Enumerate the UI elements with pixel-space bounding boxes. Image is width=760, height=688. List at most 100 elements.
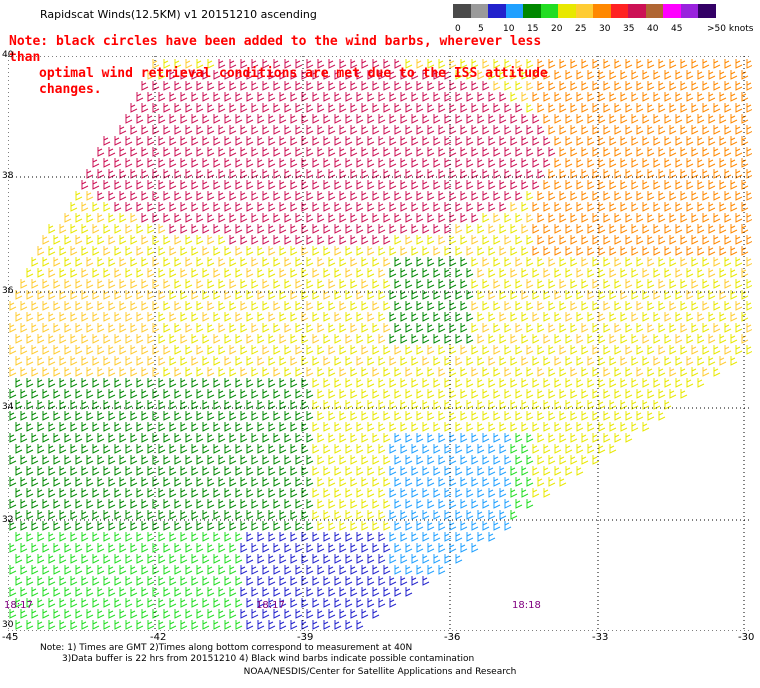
wind-barb <box>323 136 331 146</box>
wind-barb <box>669 279 677 289</box>
wind-barb <box>174 235 182 245</box>
wind-barb <box>103 202 111 212</box>
wind-barb <box>587 312 595 322</box>
wind-barb <box>598 114 606 124</box>
wind-barb <box>559 323 567 333</box>
wind-barb <box>515 279 523 289</box>
wind-barb <box>477 158 485 168</box>
wind-barb <box>64 257 72 267</box>
wind-barb <box>114 488 122 498</box>
wind-barb <box>482 411 490 421</box>
wind-barb <box>598 356 606 366</box>
wind-barb <box>708 92 716 102</box>
wind-barb <box>515 433 523 443</box>
wind-barb <box>169 598 177 608</box>
time-label: 18:17 <box>4 600 33 611</box>
wind-barb <box>174 455 182 465</box>
wind-barb <box>81 224 89 234</box>
wind-barb <box>537 301 545 311</box>
wind-barb <box>746 125 752 135</box>
wind-barb <box>438 81 446 91</box>
wind-barb <box>455 532 463 542</box>
wind-barb <box>75 411 83 421</box>
wind-barb <box>510 356 518 366</box>
wind-barb <box>389 444 397 454</box>
wind-barb <box>361 301 369 311</box>
wind-barb <box>290 114 298 124</box>
wind-barb <box>708 70 716 80</box>
wind-barb <box>383 433 391 443</box>
wind-barb <box>427 499 435 509</box>
wind-barb <box>202 444 210 454</box>
wind-barb <box>438 257 446 267</box>
wind-barb <box>598 334 606 344</box>
wind-barb <box>367 334 375 344</box>
wind-barb <box>262 257 270 267</box>
wind-barb <box>152 543 160 553</box>
wind-barb <box>592 147 600 157</box>
wind-barb <box>295 565 303 575</box>
wind-barb <box>466 444 474 454</box>
wind-barb <box>356 576 364 586</box>
wind-barb <box>202 576 210 586</box>
wind-barb <box>587 444 595 454</box>
wind-barb <box>213 92 221 102</box>
wind-barb <box>191 290 199 300</box>
latitude-label: 34 <box>2 402 14 412</box>
wind-barb <box>268 158 276 168</box>
wind-barb <box>499 422 507 432</box>
wind-barb <box>592 235 600 245</box>
wind-barb <box>504 389 512 399</box>
wind-barb <box>251 345 259 355</box>
wind-barb <box>284 169 292 179</box>
wind-barb <box>730 70 738 80</box>
wind-barb <box>460 521 468 531</box>
wind-barb <box>488 158 496 168</box>
wind-barb <box>460 499 468 509</box>
wind-barb <box>328 103 336 113</box>
wind-barb <box>433 466 441 476</box>
wind-barb <box>130 477 138 487</box>
wind-barb <box>675 312 683 322</box>
wind-barb <box>306 543 314 553</box>
wind-barb <box>477 92 485 102</box>
note-line-2: optimal wind retrieval conditions are me… <box>39 66 548 97</box>
wind-barb <box>59 378 67 388</box>
wind-barb <box>499 70 507 80</box>
wind-barb <box>290 70 298 80</box>
wind-barb <box>70 202 78 212</box>
footer-credit: NOAA/NESDIS/Center for Satellite Applica… <box>243 667 517 677</box>
wind-barb <box>372 455 380 465</box>
wind-barb <box>273 191 281 201</box>
wind-barb <box>499 488 507 498</box>
wind-barb <box>614 367 622 377</box>
wind-barb <box>631 268 639 278</box>
wind-barb <box>653 114 661 124</box>
wind-barb <box>317 411 325 421</box>
wind-barb <box>240 125 248 135</box>
wind-barb <box>224 202 232 212</box>
wind-barb <box>268 554 276 564</box>
legend-label: 40 <box>647 24 659 34</box>
latitude-label: 36 <box>2 286 14 296</box>
wind-barb <box>92 510 100 520</box>
wind-barb <box>345 444 353 454</box>
wind-barb <box>587 180 595 190</box>
wind-barb <box>257 510 265 520</box>
wind-barb <box>251 103 259 113</box>
wind-barb <box>466 422 474 432</box>
wind-barb <box>548 59 556 69</box>
wind-barb <box>642 378 650 388</box>
wind-barb <box>482 125 490 135</box>
wind-barb <box>218 477 226 487</box>
wind-barb <box>70 598 78 608</box>
wind-barb <box>284 81 292 91</box>
wind-barb <box>229 103 237 113</box>
wind-barb <box>328 499 336 509</box>
wind-barb <box>103 356 111 366</box>
wind-barb <box>620 70 628 80</box>
wind-barb <box>598 202 606 212</box>
wind-barb <box>257 576 265 586</box>
wind-barb <box>493 433 501 443</box>
wind-barb <box>185 169 193 179</box>
